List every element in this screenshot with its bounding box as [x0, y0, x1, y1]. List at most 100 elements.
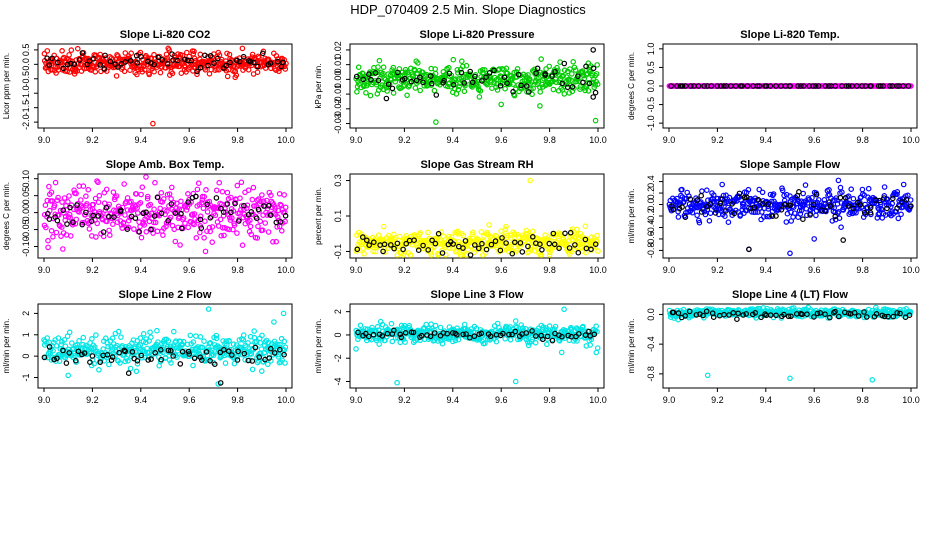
data-point	[708, 83, 715, 89]
data-point	[238, 179, 245, 186]
data-point	[582, 223, 589, 230]
data-point	[106, 227, 112, 234]
data-point	[403, 240, 410, 247]
y-tick-label: -0.1	[333, 244, 343, 260]
data-point	[511, 239, 518, 246]
data-point	[452, 76, 459, 82]
y-tick-label: -0.4	[646, 336, 656, 352]
x-tick-label: 9.8	[856, 395, 869, 405]
data-point	[471, 249, 477, 256]
data-point	[240, 53, 247, 60]
data-point	[561, 60, 568, 67]
x-tick-label: 9.0	[38, 135, 51, 145]
data-point	[151, 61, 158, 68]
data-point	[127, 365, 134, 372]
data-point	[154, 228, 161, 235]
data-point	[78, 197, 84, 203]
data-point	[93, 234, 99, 240]
data-point	[400, 252, 407, 258]
data-point	[420, 79, 426, 86]
data-point	[668, 83, 675, 89]
y-axis-label: kPa per min.	[314, 64, 323, 109]
data-point	[454, 228, 461, 235]
data-point	[572, 67, 579, 73]
data-point	[185, 224, 192, 231]
data-point	[212, 212, 219, 219]
data-point	[102, 52, 108, 59]
data-point	[247, 223, 254, 230]
data-point	[213, 187, 220, 194]
data-point	[160, 232, 166, 239]
data-point	[74, 202, 80, 208]
data-series	[668, 83, 912, 89]
page-title: HDP_070409 2.5 Min. Slope Diagnostics	[350, 2, 586, 17]
data-point	[537, 103, 543, 109]
data-point	[686, 193, 692, 199]
data-point	[94, 55, 100, 62]
data-point	[838, 224, 844, 231]
x-tick-label: 9.6	[183, 265, 196, 275]
data-point	[573, 234, 579, 240]
data-point	[118, 207, 124, 214]
data-point	[361, 251, 367, 257]
x-tick-label: 9.2	[86, 395, 99, 405]
x-tick-label: 9.4	[135, 265, 148, 275]
data-point	[218, 205, 224, 212]
y-tick-label: -0.5	[646, 97, 656, 113]
x-tick-label: 9.0	[350, 135, 363, 145]
data-point	[462, 238, 469, 244]
data-point	[507, 235, 514, 241]
data-point	[417, 230, 424, 236]
x-tick-label: 10.0	[277, 265, 295, 275]
data-point	[481, 67, 488, 73]
x-tick-label: 9.4	[447, 265, 460, 275]
data-point	[236, 218, 242, 224]
data-point	[250, 184, 257, 191]
y-tick-label: 0.05	[21, 187, 31, 205]
data-point	[124, 195, 131, 201]
data-point	[372, 70, 379, 76]
data-point	[268, 192, 274, 199]
data-point	[537, 89, 544, 95]
data-point	[585, 88, 592, 94]
data-point	[112, 61, 119, 67]
data-point	[209, 239, 216, 246]
data-point	[413, 77, 420, 84]
data-point	[591, 84, 598, 91]
data-point	[183, 207, 190, 213]
data-point	[231, 222, 238, 229]
data-point	[425, 229, 431, 236]
data-point	[498, 228, 504, 234]
data-point	[390, 90, 397, 96]
y-tick-label: 0.4	[646, 175, 656, 188]
data-point	[151, 206, 157, 213]
data-point	[71, 61, 78, 67]
data-point	[488, 79, 494, 85]
data-point	[229, 215, 235, 221]
data-point	[150, 120, 156, 127]
x-tick-label: 9.8	[543, 265, 556, 275]
data-point	[133, 368, 140, 375]
data-point	[214, 55, 221, 62]
data-point	[257, 218, 264, 225]
data-point	[572, 235, 578, 241]
data-point	[674, 83, 680, 89]
data-point	[431, 243, 437, 250]
data-point	[592, 82, 598, 88]
data-point	[249, 366, 256, 373]
data-point	[240, 332, 247, 338]
data-point	[273, 238, 280, 245]
data-point	[70, 219, 76, 226]
data-point	[525, 243, 531, 250]
data-point	[707, 210, 714, 217]
data-point	[546, 240, 553, 247]
x-tick-label: 9.0	[350, 395, 363, 405]
data-series	[41, 306, 289, 387]
x-tick-label: 9.8	[231, 395, 244, 405]
data-point	[802, 182, 809, 188]
data-point	[281, 209, 288, 216]
data-point	[811, 236, 818, 242]
